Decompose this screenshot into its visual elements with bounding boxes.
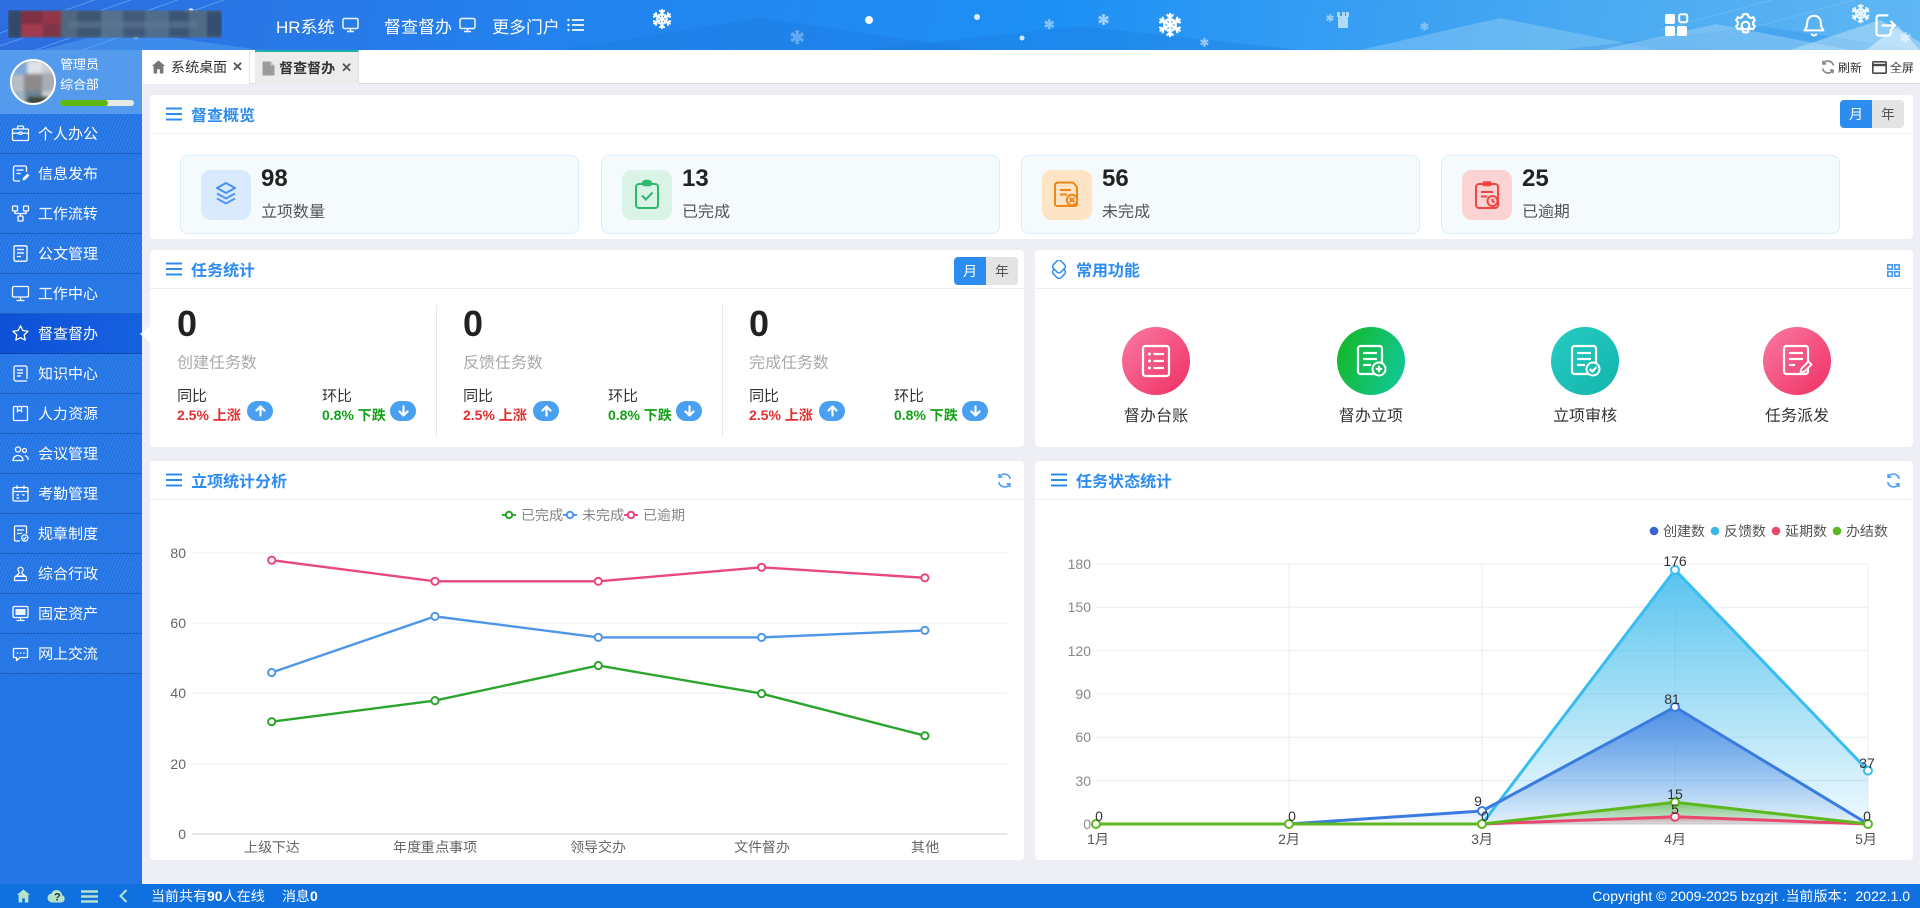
svg-text:40: 40 <box>170 685 186 701</box>
svg-text:1月: 1月 <box>1087 831 1109 847</box>
svg-text:30: 30 <box>1075 773 1091 789</box>
svg-text:180: 180 <box>1068 556 1092 572</box>
svg-text:已完成: 已完成 <box>521 507 563 523</box>
svg-text:年度重点事项: 年度重点事项 <box>393 839 477 855</box>
svg-text:2月: 2月 <box>1278 831 1300 847</box>
svg-text:90: 90 <box>1075 686 1091 702</box>
svg-text:0: 0 <box>1288 808 1296 824</box>
svg-text:4月: 4月 <box>1664 831 1686 847</box>
svg-text:0: 0 <box>1481 808 1489 824</box>
svg-text:未完成: 未完成 <box>582 507 624 523</box>
svg-text:37: 37 <box>1859 755 1875 771</box>
svg-text:文件督办: 文件督办 <box>734 839 791 855</box>
svg-text:0: 0 <box>1863 808 1871 824</box>
svg-text:150: 150 <box>1068 599 1092 615</box>
svg-text:15: 15 <box>1667 786 1683 802</box>
svg-text:80: 80 <box>170 545 186 561</box>
svg-text:0: 0 <box>178 826 186 842</box>
svg-text:120: 120 <box>1068 643 1092 659</box>
svg-text:领导交办: 领导交办 <box>570 839 627 855</box>
svg-text:3月: 3月 <box>1471 831 1493 847</box>
svg-text:反馈数: 反馈数 <box>1724 523 1767 539</box>
svg-text:60: 60 <box>170 615 186 631</box>
svg-text:0: 0 <box>1095 808 1103 824</box>
svg-text:延期数: 延期数 <box>1785 523 1828 539</box>
svg-text:?: ? <box>54 892 61 904</box>
svg-text:176: 176 <box>1663 553 1687 569</box>
svg-text:9: 9 <box>1474 793 1482 809</box>
svg-text:60: 60 <box>1075 729 1091 745</box>
svg-text:81: 81 <box>1664 691 1680 707</box>
svg-text:20: 20 <box>170 756 186 772</box>
svg-text:5月: 5月 <box>1855 831 1877 847</box>
svg-text:上级下达: 上级下达 <box>244 839 301 855</box>
svg-text:其他: 其他 <box>911 839 939 855</box>
svg-text:办结数: 办结数 <box>1846 523 1889 539</box>
svg-text:已逾期: 已逾期 <box>643 507 685 523</box>
svg-text:创建数: 创建数 <box>1663 523 1706 539</box>
svg-text:5: 5 <box>1671 801 1679 817</box>
svg-text:0: 0 <box>1083 816 1091 832</box>
